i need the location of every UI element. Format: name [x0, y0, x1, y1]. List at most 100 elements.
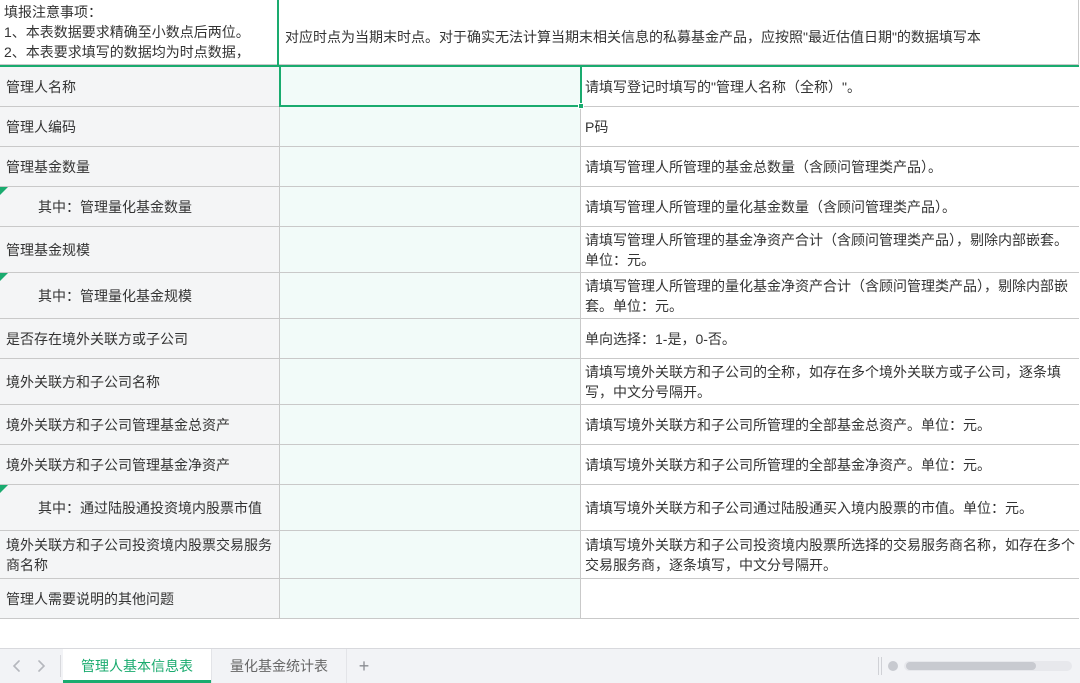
sheet-tab-bar: 管理人基本信息表 量化基金统计表 + — [0, 648, 1080, 683]
tabbar-spacer — [381, 649, 870, 683]
field-label: 管理人需要说明的其他问题 — [6, 589, 174, 609]
field-label-cell[interactable]: 是否存在境外关联方或子公司 — [0, 319, 280, 358]
field-label-cell[interactable]: 境外关联方和子公司管理基金总资产 — [0, 405, 280, 444]
field-description: 请填写管理人所管理的基金总数量（含顾问管理类产品）。 — [585, 157, 942, 177]
field-description: 单向选择：1-是，0-否。 — [585, 329, 736, 349]
field-label: 其中：管理量化基金数量 — [38, 197, 192, 217]
form-rows: 管理人名称请填写登记时填写的"管理人名称（全称）"。管理人编码P码管理基金数量请… — [0, 67, 1079, 619]
tab-nav-group — [0, 649, 58, 683]
field-input-cell[interactable] — [280, 485, 581, 530]
field-input-cell[interactable] — [280, 579, 581, 618]
field-label: 境外关联方和子公司名称 — [6, 372, 160, 392]
field-label: 其中：管理量化基金规模 — [38, 286, 192, 306]
field-input-cell[interactable] — [280, 227, 581, 272]
field-input-cell[interactable] — [280, 67, 581, 106]
field-input-cell[interactable] — [280, 359, 581, 404]
notes-line2-part2: 对应时点为当期末时点。对于确实无法计算当期末相关信息的私募基金产品，应按照"最近… — [285, 27, 981, 47]
field-description: 请填写境外关联方和子公司投资境内股票所选择的交易服务商名称，如存在多个交易服务商… — [585, 535, 1075, 575]
field-description-cell[interactable]: 请填写管理人所管理的量化基金净资产合计（含顾问管理类产品），剔除内部嵌套。单位：… — [581, 273, 1079, 318]
scroll-left-cap[interactable] — [888, 661, 898, 671]
field-description-cell[interactable]: 单向选择：1-是，0-否。 — [581, 319, 1079, 358]
field-input-cell[interactable] — [280, 147, 581, 186]
form-row: 其中：通过陆股通投资境内股票市值 请填写境外关联方和子公司通过陆股通买入境内股票的… — [0, 485, 1079, 531]
field-label-cell[interactable]: 管理人名称 — [0, 67, 280, 106]
chevron-left-icon — [12, 660, 22, 672]
field-description-cell[interactable]: 请填写境外关联方和子公司的全称，如存在多个境外关联方或子公司，逐条填写，中文分号… — [581, 359, 1079, 404]
selection-top-border — [0, 65, 1079, 67]
field-label: 境外关联方和子公司管理基金净资产 — [6, 455, 230, 475]
sheet-tab[interactable]: 量化基金统计表 — [212, 649, 347, 683]
field-description-cell[interactable] — [581, 579, 1079, 618]
field-label-cell[interactable]: 境外关联方和子公司投资境内股票交易服务商名称 — [0, 531, 280, 578]
field-description-cell[interactable]: 请填写境外关联方和子公司所管理的全部基金净资产。单位：元。 — [581, 445, 1079, 484]
field-description-cell[interactable]: 请填写管理人所管理的基金净资产合计（含顾问管理类产品），剔除内部嵌套。单位：元。 — [581, 227, 1079, 272]
hscroll-track[interactable] — [904, 661, 1072, 671]
sheet-tabs: 管理人基本信息表 量化基金统计表 — [63, 649, 347, 683]
tab-next-button[interactable] — [30, 653, 52, 679]
field-description: 请填写管理人所管理的基金净资产合计（含顾问管理类产品），剔除内部嵌套。单位：元。 — [585, 230, 1075, 270]
notes-title: 填报注意事项： — [4, 2, 273, 22]
field-description: 请填写管理人所管理的量化基金净资产合计（含顾问管理类产品），剔除内部嵌套。单位：… — [585, 276, 1075, 316]
field-label: 管理人名称 — [6, 77, 76, 97]
field-label: 管理基金规模 — [6, 240, 90, 260]
scroll-splitter[interactable] — [878, 657, 882, 675]
form-row: 管理人编码 P码 — [0, 107, 1079, 147]
field-label: 境外关联方和子公司投资境内股票交易服务商名称 — [6, 535, 273, 575]
form-row: 境外关联方和子公司投资境内股票交易服务商名称 请填写境外关联方和子公司投资境内股票… — [0, 531, 1079, 579]
field-label-cell[interactable]: 其中：管理量化基金规模 — [0, 273, 280, 318]
field-input-cell[interactable] — [280, 531, 581, 578]
field-label-cell[interactable]: 境外关联方和子公司名称 — [0, 359, 280, 404]
notes-line1: 1、本表数据要求精确至小数点后两位。 — [4, 22, 273, 42]
field-description-cell[interactable]: 请填写登记时填写的"管理人名称（全称）"。 — [581, 67, 1079, 106]
form-row: 管理基金数量 请填写管理人所管理的基金总数量（含顾问管理类产品）。 — [0, 147, 1079, 187]
notes-block: 填报注意事项： 1、本表数据要求精确至小数点后两位。 2、本表要求填写的数据均为… — [0, 0, 1079, 65]
field-label: 管理人编码 — [6, 117, 76, 137]
notes-line2-part1: 2、本表要求填写的数据均为时点数据， — [4, 42, 273, 62]
sheet-tab-label: 量化基金统计表 — [230, 656, 328, 676]
field-input-cell[interactable] — [280, 319, 581, 358]
spreadsheet-area: 填报注意事项： 1、本表数据要求精确至小数点后两位。 2、本表要求填写的数据均为… — [0, 0, 1080, 648]
field-input-cell[interactable] — [280, 273, 581, 318]
plus-icon: + — [359, 656, 370, 677]
field-description-cell[interactable]: 请填写境外关联方和子公司所管理的全部基金总资产。单位：元。 — [581, 405, 1079, 444]
field-label-cell[interactable]: 其中：通过陆股通投资境内股票市值 — [0, 485, 280, 530]
field-description-cell[interactable]: 请填写境外关联方和子公司通过陆股通买入境内股票的市值。单位：元。 — [581, 485, 1079, 530]
tab-divider — [60, 655, 61, 677]
field-description: 请填写境外关联方和子公司所管理的全部基金总资产。单位：元。 — [585, 415, 991, 435]
field-label-cell[interactable]: 管理基金规模 — [0, 227, 280, 272]
field-description-cell[interactable]: 请填写管理人所管理的量化基金数量（含顾问管理类产品）。 — [581, 187, 1079, 226]
sheet-tab-active[interactable]: 管理人基本信息表 — [63, 649, 212, 683]
form-row: 境外关联方和子公司管理基金净资产 请填写境外关联方和子公司所管理的全部基金净资产。… — [0, 445, 1079, 485]
field-label: 管理基金数量 — [6, 157, 90, 177]
field-label-cell[interactable]: 管理人需要说明的其他问题 — [0, 579, 280, 618]
form-row: 管理基金规模 请填写管理人所管理的基金净资产合计（含顾问管理类产品），剔除内部嵌套… — [0, 227, 1079, 273]
field-input-cell[interactable] — [280, 445, 581, 484]
field-description: 请填写境外关联方和子公司通过陆股通买入境内股票的市值。单位：元。 — [585, 498, 1033, 518]
field-label-cell[interactable]: 境外关联方和子公司管理基金净资产 — [0, 445, 280, 484]
hscroll-thumb[interactable] — [906, 662, 1036, 670]
form-row: 境外关联方和子公司名称 请填写境外关联方和子公司的全称，如存在多个境外关联方或子公… — [0, 359, 1079, 405]
form-row: 管理人名称 请填写登记时填写的"管理人名称（全称）"。 — [0, 67, 1079, 107]
notes-left-cell[interactable]: 填报注意事项： 1、本表数据要求精确至小数点后两位。 2、本表要求填写的数据均为… — [0, 0, 279, 65]
field-description: 请填写境外关联方和子公司所管理的全部基金净资产。单位：元。 — [585, 455, 991, 475]
field-label-cell[interactable]: 管理人编码 — [0, 107, 280, 146]
field-description: P码 — [585, 117, 608, 137]
field-input-cell[interactable] — [280, 405, 581, 444]
add-sheet-button[interactable]: + — [347, 649, 381, 683]
form-row: 其中：管理量化基金规模 请填写管理人所管理的量化基金净资产合计（含顾问管理类产品）… — [0, 273, 1079, 319]
field-label: 境外关联方和子公司管理基金总资产 — [6, 415, 230, 435]
field-description-cell[interactable]: 请填写境外关联方和子公司投资境内股票所选择的交易服务商名称，如存在多个交易服务商… — [581, 531, 1079, 578]
field-description-cell[interactable]: P码 — [581, 107, 1079, 146]
field-label-cell[interactable]: 管理基金数量 — [0, 147, 280, 186]
field-input-cell[interactable] — [280, 107, 581, 146]
field-description-cell[interactable]: 请填写管理人所管理的基金总数量（含顾问管理类产品）。 — [581, 147, 1079, 186]
chevron-right-icon — [36, 660, 46, 672]
field-label-cell[interactable]: 其中：管理量化基金数量 — [0, 187, 280, 226]
tab-prev-button[interactable] — [6, 653, 28, 679]
field-description: 请填写登记时填写的"管理人名称（全称）"。 — [585, 77, 861, 97]
notes-right-cell[interactable]: 对应时点为当期末时点。对于确实无法计算当期末相关信息的私募基金产品，应按照"最近… — [281, 0, 1078, 65]
field-label: 是否存在境外关联方或子公司 — [6, 329, 188, 349]
sheet-tab-label: 管理人基本信息表 — [81, 656, 193, 676]
field-description: 请填写境外关联方和子公司的全称，如存在多个境外关联方或子公司，逐条填写，中文分号… — [585, 362, 1075, 402]
field-input-cell[interactable] — [280, 187, 581, 226]
